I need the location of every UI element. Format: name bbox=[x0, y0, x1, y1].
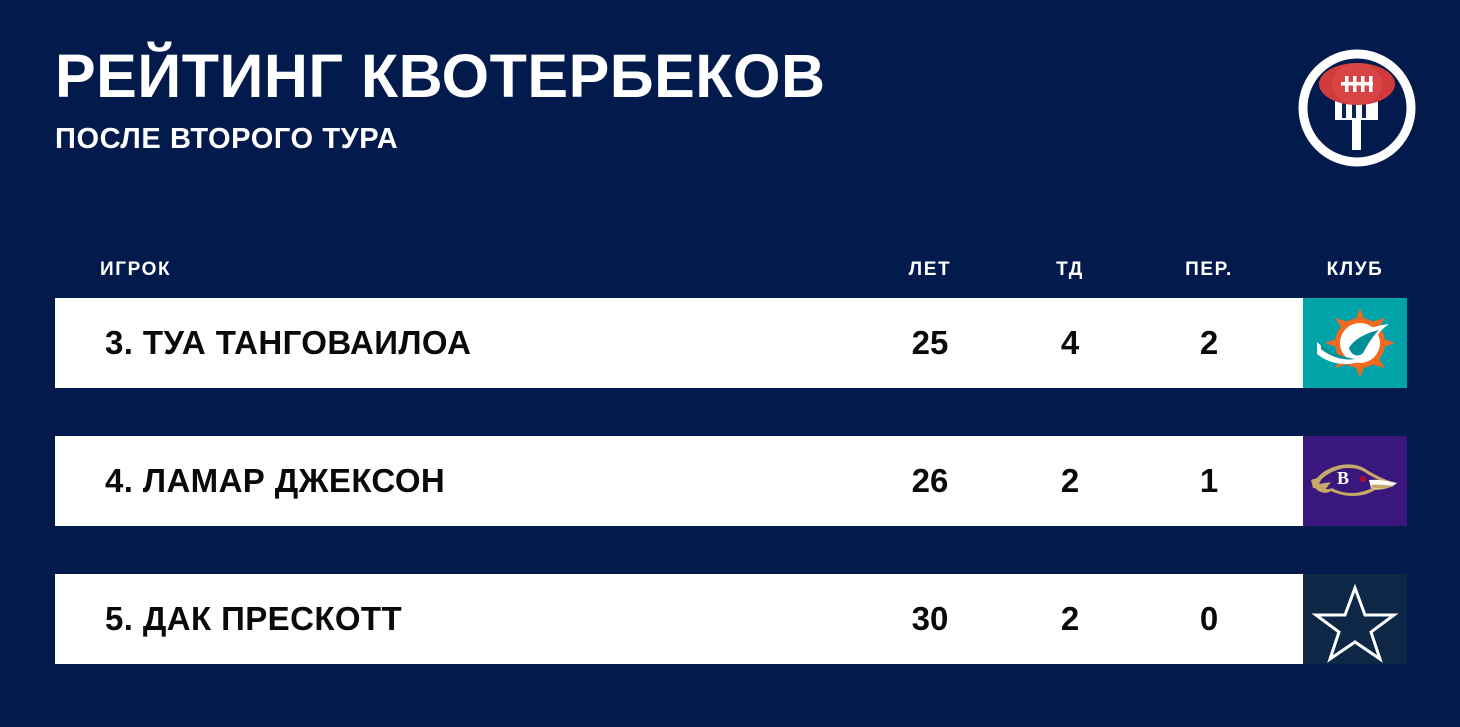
table-row[interactable]: 4. ЛАМАР ДЖЕКСОН 26 2 1 bbox=[55, 436, 1407, 526]
player-name: 3. ТУА ТАНГОВАИЛОА bbox=[105, 324, 472, 361]
svg-text:B: B bbox=[1337, 468, 1349, 488]
page-subtitle: ПОСЛЕ ВТОРОГО ТУРА bbox=[55, 123, 399, 155]
header: РЕЙТИНГ КВОТЕРБЕКОВ ПОСЛЕ ВТОРОГО ТУРА bbox=[55, 42, 1255, 156]
row-background bbox=[55, 574, 1303, 664]
column-header-club: КЛУБ bbox=[1326, 259, 1384, 280]
page-title: РЕЙТИНГ КВОТЕРБЕКОВ bbox=[55, 42, 826, 110]
baltimore-ravens-logo: B bbox=[1311, 464, 1397, 496]
player-name: 4. ЛАМАР ДЖЕКСОН bbox=[105, 462, 446, 499]
miami-dolphins-logo bbox=[1317, 308, 1395, 378]
nfl-football-goalpost-logo bbox=[1295, 46, 1419, 170]
column-header-age: ЛЕТ bbox=[908, 259, 952, 280]
column-header-td: ТД bbox=[1056, 259, 1084, 280]
table-row[interactable]: 3. ТУА ТАНГОВАИЛОА 25 4 2 bbox=[55, 298, 1407, 388]
stat-td: 2 bbox=[1060, 600, 1080, 637]
stat-int: 2 bbox=[1199, 324, 1219, 361]
rankings-table: ИГРОК ЛЕТ ТД ПЕР. КЛУБ 3. ТУА ТАНГОВАИЛО… bbox=[55, 250, 1407, 664]
row-background bbox=[55, 298, 1303, 388]
table-body: 3. ТУА ТАНГОВАИЛОА 25 4 2 bbox=[55, 298, 1407, 664]
dallas-cowboys-logo bbox=[1311, 583, 1399, 663]
player-name: 5. ДАК ПРЕСКОТТ bbox=[105, 600, 403, 637]
stat-age: 26 bbox=[911, 462, 949, 499]
stat-td: 4 bbox=[1060, 324, 1080, 361]
club-cell[interactable] bbox=[1303, 298, 1407, 388]
club-cell[interactable] bbox=[1303, 574, 1407, 664]
stat-age: 25 bbox=[911, 324, 949, 361]
stat-td: 2 bbox=[1060, 462, 1080, 499]
column-header-int: ПЕР. bbox=[1185, 259, 1233, 280]
row-background bbox=[55, 436, 1303, 526]
stat-int: 0 bbox=[1199, 600, 1219, 637]
table-header-row: ИГРОК ЛЕТ ТД ПЕР. КЛУБ bbox=[55, 250, 1407, 298]
stat-int: 1 bbox=[1199, 462, 1219, 499]
column-header-player: ИГРОК bbox=[100, 259, 172, 280]
club-cell[interactable]: B bbox=[1303, 436, 1407, 526]
stat-age: 30 bbox=[911, 600, 949, 637]
table-row[interactable]: 5. ДАК ПРЕСКОТТ 30 2 0 bbox=[55, 574, 1407, 664]
